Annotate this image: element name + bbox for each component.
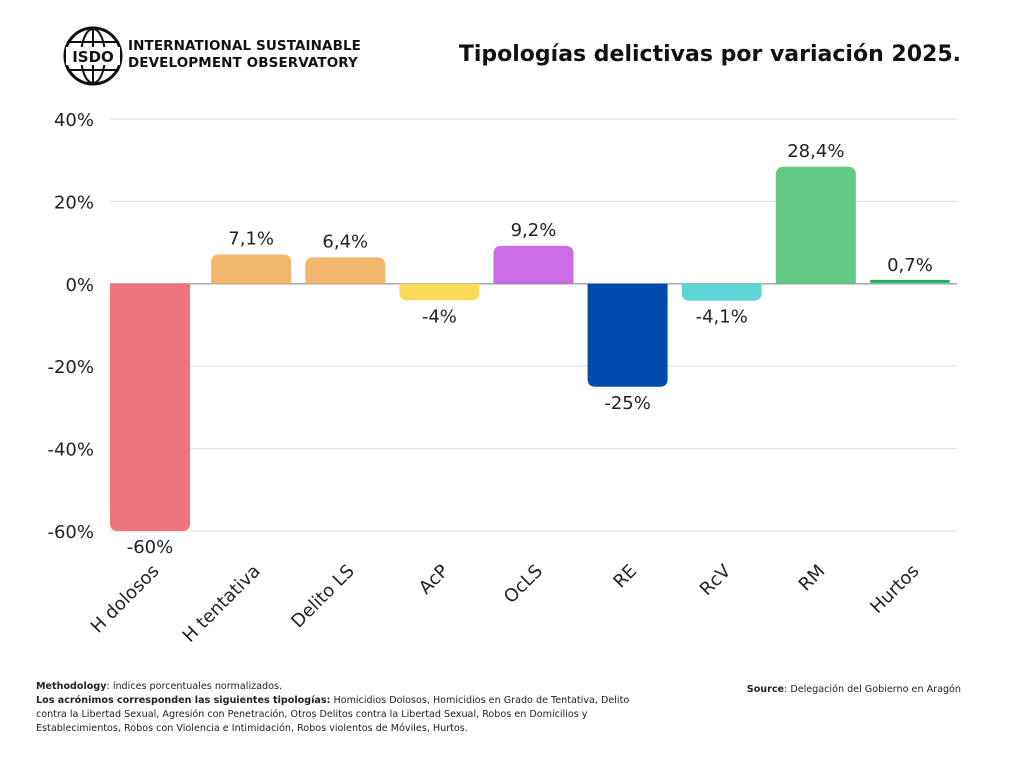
x-tick-label: H tentativa bbox=[179, 561, 265, 647]
data-label: 6,4% bbox=[322, 231, 368, 252]
bar bbox=[211, 254, 292, 284]
chart-title: Tipologías delictivas por variación 2025… bbox=[458, 42, 961, 67]
methodology-label: Methodology bbox=[36, 681, 107, 692]
data-label: 0,7% bbox=[887, 255, 933, 276]
org-name: INTERNATIONAL SUSTAINABLE DEVELOPMENT OB… bbox=[128, 38, 361, 72]
source-note: Source: Delegación del Gobierno en Aragó… bbox=[747, 684, 961, 695]
footnote: Methodology: índices porcentuales normal… bbox=[36, 680, 656, 736]
source-label: Source bbox=[746, 684, 785, 695]
bar bbox=[869, 279, 950, 283]
x-tick-label: RcV bbox=[696, 560, 736, 600]
methodology-note: Methodology: índices porcentuales normal… bbox=[36, 680, 656, 694]
acronyms-label: Los acrónimos corresponden las siguiente… bbox=[36, 695, 331, 706]
x-tick-label: H dolosos bbox=[87, 561, 164, 638]
org-name-line2: DEVELOPMENT OBSERVATORY bbox=[128, 55, 358, 71]
y-tick-label: -20% bbox=[47, 357, 94, 378]
x-tick-label: AcP bbox=[415, 561, 453, 599]
data-label: -60% bbox=[127, 537, 174, 558]
acronyms-note: Los acrónimos corresponden las siguiente… bbox=[36, 694, 656, 736]
source-text: : Delegación del Gobierno en Aragón bbox=[784, 684, 961, 695]
bar bbox=[587, 283, 668, 387]
bar bbox=[775, 166, 856, 284]
logo-text: ISDO bbox=[72, 48, 114, 66]
isdo-logo-icon: ISDO bbox=[63, 26, 123, 86]
x-tick-label: RM bbox=[795, 561, 830, 596]
y-tick-label: 20% bbox=[54, 192, 94, 213]
data-label: 7,1% bbox=[228, 229, 274, 250]
x-tick-label: OcLS bbox=[500, 561, 547, 608]
data-label: 9,2% bbox=[511, 220, 557, 241]
org-name-line1: INTERNATIONAL SUSTAINABLE bbox=[128, 38, 362, 54]
bar bbox=[493, 245, 574, 284]
acronyms-text: Homicidios Dolosos, Homicidios en Grado … bbox=[36, 695, 630, 734]
bar bbox=[110, 283, 190, 531]
bar bbox=[305, 257, 386, 284]
y-tick-label: -60% bbox=[47, 522, 94, 543]
y-tick-label: 0% bbox=[65, 275, 94, 296]
data-label: 28,4% bbox=[787, 141, 844, 162]
y-tick-label: 40% bbox=[54, 110, 94, 131]
bar bbox=[681, 283, 762, 301]
data-label: -4,1% bbox=[696, 307, 748, 328]
bar bbox=[399, 283, 480, 301]
x-tick-label: Hurtos bbox=[866, 561, 923, 618]
y-tick-label: -40% bbox=[47, 440, 94, 461]
methodology-text: : índices porcentuales normalizados. bbox=[106, 681, 283, 692]
x-tick-label: RE bbox=[609, 561, 641, 593]
x-tick-label: Delito LS bbox=[287, 561, 359, 633]
data-label: -4% bbox=[422, 306, 457, 327]
data-label: -25% bbox=[604, 393, 651, 414]
